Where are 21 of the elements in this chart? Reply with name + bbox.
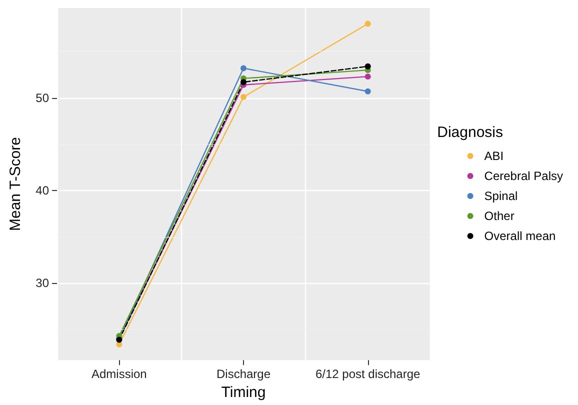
point xyxy=(364,88,371,94)
y-tick-label: 30 xyxy=(36,276,50,290)
x-tick-label: Admission xyxy=(91,367,147,382)
x-axis-title: Timing xyxy=(221,384,266,401)
legend-label: Other xyxy=(484,209,514,223)
point xyxy=(240,65,246,72)
y-tick-label: 40 xyxy=(36,184,50,198)
x-tick-label: Discharge xyxy=(216,367,271,382)
point xyxy=(240,79,246,86)
x-tick-label: 6/12 post discharge xyxy=(315,367,421,382)
y-axis-title: Mean T-Score xyxy=(7,137,24,232)
legend-label: Cerebral Palsy xyxy=(484,169,564,183)
legend-label: Spinal xyxy=(484,189,518,203)
legend-label: ABI xyxy=(484,149,504,163)
legend-label: Overall mean xyxy=(484,229,556,243)
legend-title: Diagnosis xyxy=(437,124,504,141)
point xyxy=(240,94,246,100)
point xyxy=(364,20,371,27)
point xyxy=(364,74,371,80)
point xyxy=(364,63,371,70)
y-tick-label: 50 xyxy=(36,90,50,105)
